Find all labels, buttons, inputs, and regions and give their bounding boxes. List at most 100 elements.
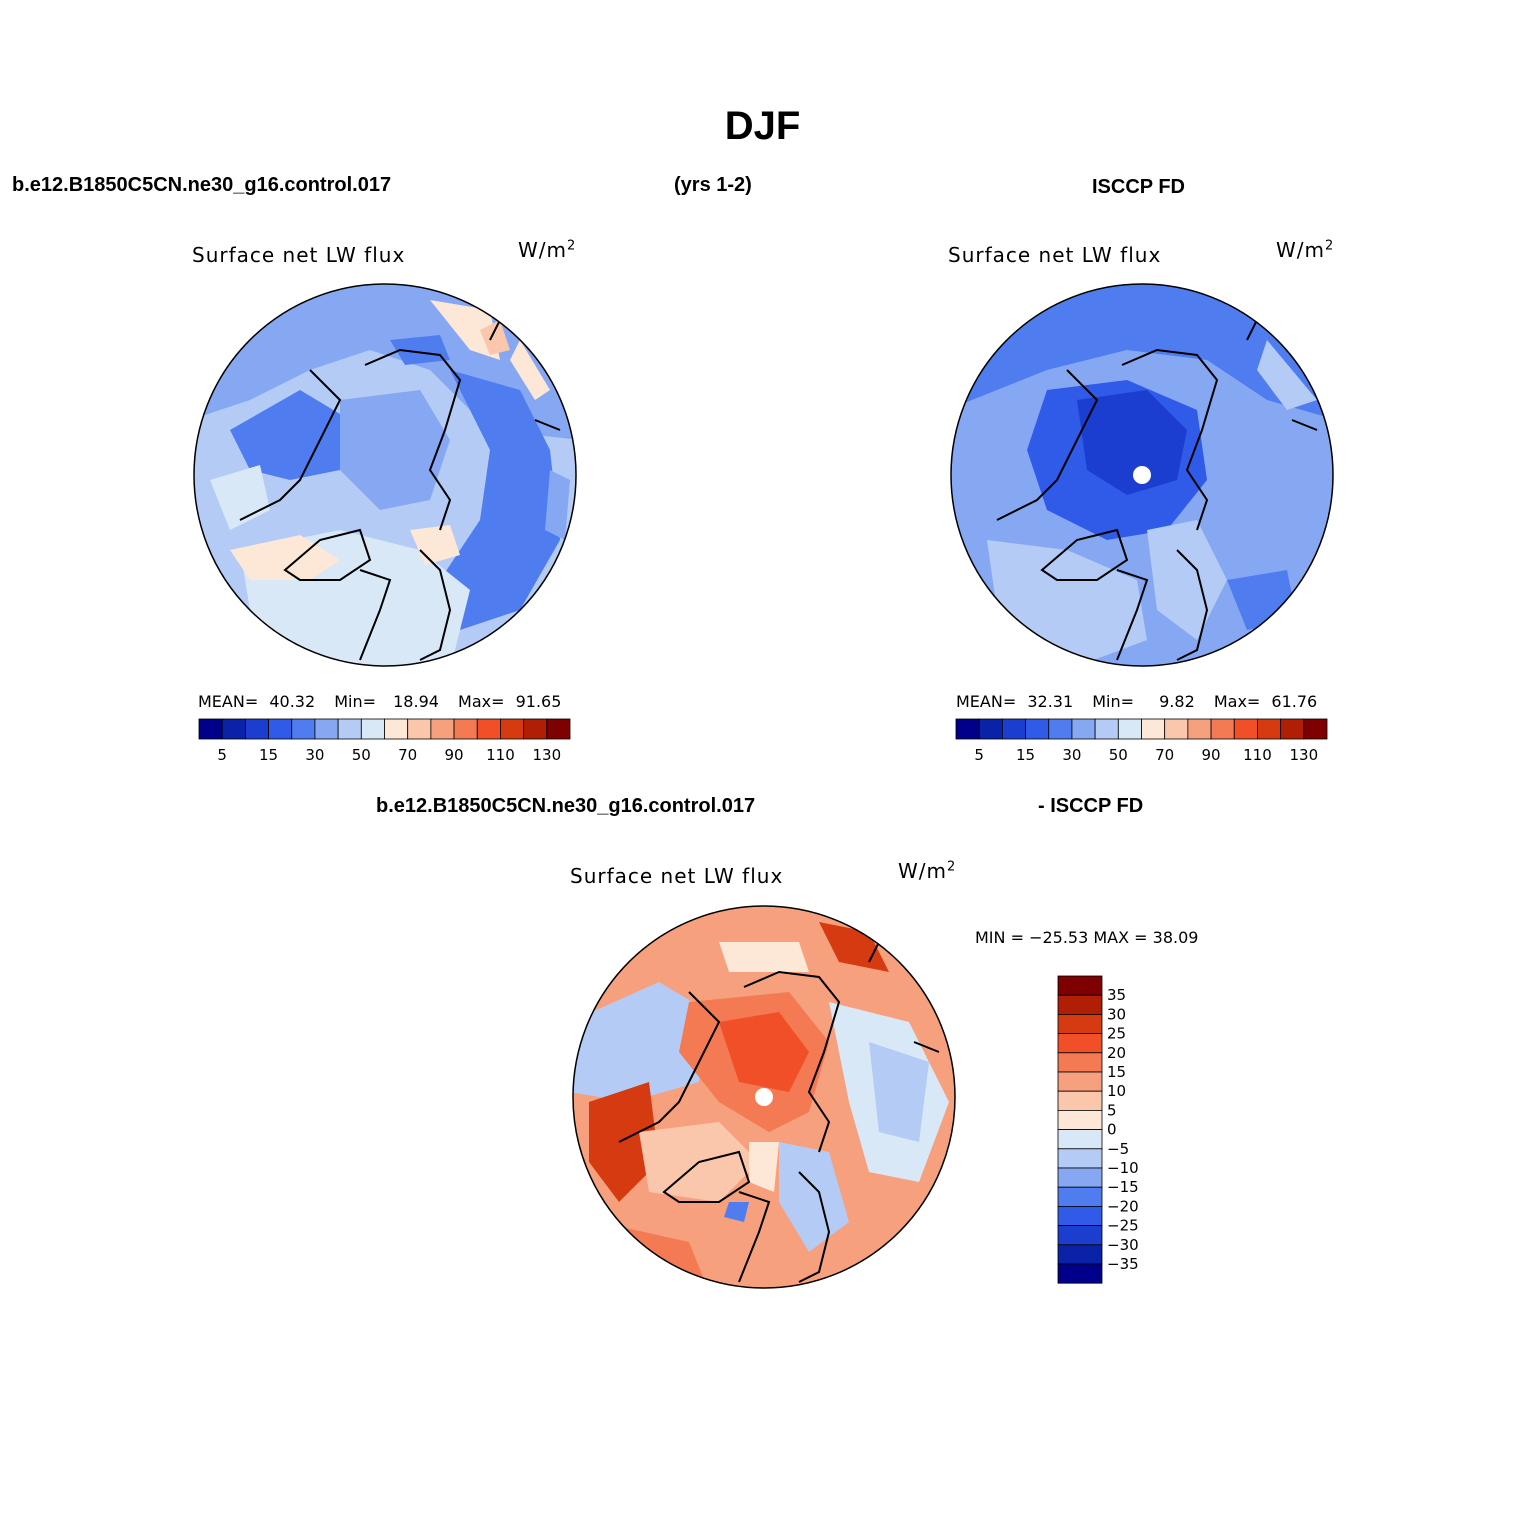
- colorbar-tick-label: 25: [1107, 1025, 1126, 1043]
- figure-title: DJF: [724, 104, 801, 148]
- panel3-minmax: MIN = −25.53 MAX = 38.09: [975, 928, 1199, 947]
- map-model: [193, 283, 577, 667]
- colorbar-swatch: [221, 718, 246, 740]
- colorbar-tick-label: 35: [1107, 986, 1126, 1004]
- colorbar-tick-label: 130: [532, 746, 561, 764]
- colorbar-tick-label: 50: [1109, 746, 1128, 764]
- colorbar-tick-label: −30: [1107, 1236, 1139, 1254]
- colorbar-swatch: [268, 718, 293, 740]
- panel1-stats: MEAN= 40.32 Min= 18.94 Max= 91.65: [198, 692, 562, 711]
- colorbar-swatch: [337, 718, 362, 740]
- panel2-units: W/m2: [1276, 238, 1335, 262]
- map-obs: [950, 283, 1334, 667]
- colorbar-tick-label: 15: [1016, 746, 1035, 764]
- colorbar-swatch: [1057, 1090, 1103, 1111]
- colorbar-swatch: [1001, 718, 1026, 740]
- colorbar-tick-label: 30: [1062, 746, 1081, 764]
- colorbar-tick-label: 90: [1202, 746, 1221, 764]
- colorbar-swatch: [1057, 1033, 1103, 1054]
- colorbar-swatch: [384, 718, 409, 740]
- colorbar-swatch: [314, 718, 339, 740]
- colorbar-swatch: [1303, 718, 1328, 740]
- colorbar-model: 5 15 30 50 70 90 110 130: [198, 718, 571, 764]
- colorbar-swatch: [1057, 1071, 1103, 1092]
- colorbar-swatch: [1071, 718, 1096, 740]
- colorbar-swatch: [1048, 718, 1073, 740]
- colorbar-swatch: [523, 718, 548, 740]
- panel2-stats: MEAN= 32.31 Min= 9.82 Max= 61.76: [956, 692, 1318, 711]
- colorbar-tick-label: 10: [1107, 1082, 1126, 1100]
- colorbar-swatch: [1057, 1186, 1103, 1207]
- colorbar-tick-label: −20: [1107, 1197, 1139, 1215]
- panel3-title: Surface net LW flux: [570, 864, 784, 888]
- diff-case-header: b.e12.B1850C5CN.ne30_g16.control.017: [376, 795, 756, 817]
- colorbar-swatch: [1057, 1225, 1103, 1246]
- case-name-header: b.e12.B1850C5CN.ne30_g16.control.017: [12, 174, 392, 196]
- colorbar-swatch: [1187, 718, 1212, 740]
- colorbar-swatch: [291, 718, 316, 740]
- colorbar-swatch: [244, 718, 269, 740]
- colorbar-tick-label: 110: [486, 746, 515, 764]
- colorbar-tick-label: 90: [445, 746, 464, 764]
- colorbar-tick-label: 15: [1107, 1063, 1126, 1081]
- colorbar-swatch: [1057, 1014, 1103, 1035]
- colorbar-swatch: [1257, 718, 1282, 740]
- obs-name-header: ISCCP FD: [1092, 176, 1185, 198]
- colorbar-tick-label: 5: [217, 746, 227, 764]
- colorbar-swatch: [1057, 994, 1103, 1015]
- colorbar-swatch: [1057, 975, 1103, 996]
- colorbar-swatch: [1057, 1244, 1103, 1265]
- colorbar-tick-label: −5: [1107, 1140, 1129, 1158]
- colorbar-swatch: [1164, 718, 1189, 740]
- colorbar-swatch: [1057, 1263, 1103, 1284]
- panel3-units: W/m2: [898, 859, 957, 883]
- colorbar-tick-label: −35: [1107, 1255, 1139, 1273]
- colorbar-swatch: [1057, 1052, 1103, 1073]
- colorbar-swatch: [955, 718, 980, 740]
- colorbar-swatch: [360, 718, 385, 740]
- colorbar-tick-label: 50: [352, 746, 371, 764]
- colorbar-tick-label: 110: [1243, 746, 1272, 764]
- colorbar-swatch: [1057, 1109, 1103, 1130]
- colorbar-tick-label: 20: [1107, 1044, 1126, 1062]
- panel1-title: Surface net LW flux: [192, 243, 406, 267]
- colorbar-swatch: [1025, 718, 1050, 740]
- colorbar-swatch: [407, 718, 432, 740]
- colorbar-tick-label: 70: [398, 746, 417, 764]
- colorbar-swatch: [198, 718, 223, 740]
- map-difference: [572, 905, 956, 1289]
- colorbar-swatch: [1057, 1205, 1103, 1226]
- colorbar-swatch: [546, 718, 571, 740]
- colorbar-swatch: [1141, 718, 1166, 740]
- colorbar-swatch: [1057, 1129, 1103, 1150]
- colorbar-tick-label: 0: [1107, 1121, 1117, 1139]
- panel1-units: W/m2: [518, 238, 577, 262]
- colorbar-swatch: [430, 718, 455, 740]
- colorbar-swatch: [1210, 718, 1235, 740]
- colorbar-tick-label: 30: [305, 746, 324, 764]
- colorbar-tick-label: 15: [259, 746, 278, 764]
- colorbar-swatch: [1280, 718, 1305, 740]
- diff-obs-header: - ISCCP FD: [1038, 795, 1144, 817]
- colorbar-swatch: [1057, 1148, 1103, 1169]
- colorbar-tick-label: −15: [1107, 1178, 1139, 1196]
- colorbar-tick-label: 130: [1289, 746, 1318, 764]
- colorbar-obs: 5 15 30 50 70 90 110 130: [955, 718, 1328, 764]
- colorbar-swatch: [978, 718, 1003, 740]
- colorbar-swatch: [1117, 718, 1142, 740]
- colorbar-swatch: [453, 718, 478, 740]
- colorbar-swatch: [1094, 718, 1119, 740]
- colorbar-tick-label: −10: [1107, 1159, 1139, 1177]
- colorbar-tick-label: 30: [1107, 1005, 1126, 1023]
- colorbar-tick-label: 5: [1107, 1101, 1117, 1119]
- colorbar-swatch: [476, 718, 501, 740]
- colorbar-swatch: [500, 718, 525, 740]
- colorbar-swatch: [1233, 718, 1258, 740]
- colorbar-tick-label: −25: [1107, 1217, 1139, 1235]
- colorbar-tick-label: 5: [974, 746, 984, 764]
- years-header: (yrs 1-2): [674, 174, 752, 196]
- colorbar-tick-label: 70: [1155, 746, 1174, 764]
- panel2-title: Surface net LW flux: [948, 243, 1162, 267]
- colorbar-swatch: [1057, 1167, 1103, 1188]
